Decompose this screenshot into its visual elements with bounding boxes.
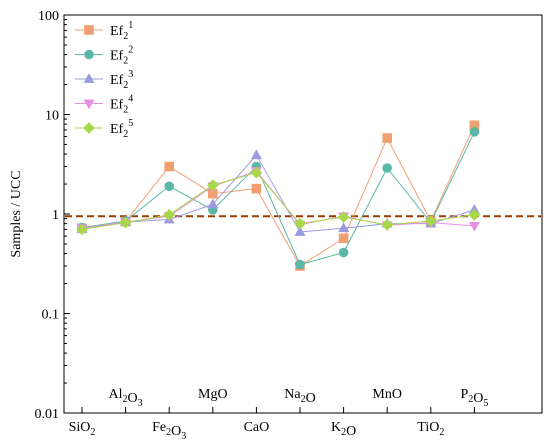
legend-marker-ef2-5: [83, 122, 95, 134]
point-ef2-5-mgo: [206, 179, 219, 191]
x-tick-label-p2o5: P2O5: [460, 387, 488, 409]
point-ef2-5-sio2: [76, 223, 88, 236]
x-tick-label-fe2o3: Fe2O3: [152, 420, 186, 442]
x-tick-label-cao: CaO: [244, 420, 270, 435]
point-ef2-2-p2o5: [469, 127, 480, 137]
x-tick-label-sio2: SiO2: [69, 420, 96, 438]
x-tick-label-mgo: MgO: [198, 387, 228, 402]
y-tick-label-100: 100: [38, 9, 59, 24]
series-ef2-4: [76, 167, 480, 234]
legend-label-ef2-3: Ef23: [110, 69, 133, 91]
point-ef2-5-fe2o3: [163, 209, 176, 221]
x-tick-label-mno: MnO: [372, 387, 402, 402]
point-ef2-1-mno: [382, 133, 393, 143]
point-ef2-2-k2o: [338, 247, 349, 258]
legend-item-ef2-2: Ef22: [75, 45, 133, 67]
legend-marker-ef2-2: [84, 49, 94, 60]
series-ef2-1: [77, 120, 480, 271]
legend-item-ef2-4: Ef24: [75, 94, 133, 116]
point-ef2-2-na2o: [295, 259, 305, 270]
point-ef2-5-cao: [250, 166, 263, 179]
series-layer: [76, 120, 481, 271]
legend-item-ef2-1: Ef21: [75, 20, 133, 42]
series-line-ef2-5: [81, 172, 475, 230]
series-ef2-3: [76, 149, 480, 236]
point-ef2-3-cao: [250, 149, 262, 160]
point-ef2-5-mno: [381, 218, 394, 231]
legend-item-ef2-3: Ef23: [75, 69, 133, 91]
point-ef2-3-k2o: [338, 222, 350, 233]
legend-label-ef2-2: Ef22: [110, 45, 133, 67]
y-tick-label-0-1: 0.1: [42, 308, 60, 323]
point-ef2-5-k2o: [337, 211, 350, 223]
legend-marker-ef2-4: [83, 99, 95, 110]
point-ef2-5-tio2: [424, 215, 437, 227]
legend-label-ef2-1: Ef21: [110, 20, 133, 42]
x-tick-label-tio2: TiO2: [417, 420, 444, 438]
point-ef2-2-fe2o3: [164, 181, 174, 192]
legend-label-ef2-5: Ef25: [110, 118, 133, 140]
point-ef2-5-al2o3: [119, 216, 132, 229]
point-ef2-1-cao: [251, 183, 262, 194]
y-tick-label-0-01: 0.01: [35, 407, 60, 422]
y-axis: 0.01 0.1 1 10 100: [35, 9, 70, 422]
legend-marker-ef2-1: [84, 25, 94, 35]
x-tick-label-k2o: K2O: [331, 420, 356, 439]
series-ef2-5: [76, 166, 481, 236]
point-ef2-5-p2o5: [468, 209, 481, 221]
y-axis-title: Samples / UCC: [9, 170, 24, 257]
legend-label-ef2-4: Ef24: [110, 94, 133, 116]
y-tick-label-1: 1: [52, 208, 59, 223]
x-axis: SiO2 Al2O3 Fe2O3 MgO CaO Na2O K2O MnO TiO2 P2O5: [69, 387, 489, 442]
series-line-ef2-1: [81, 125, 475, 267]
point-ef2-2-mno: [382, 163, 393, 173]
legend-item-ef2-5: Ef25: [75, 118, 133, 140]
x-tick-label-na2o: Na2O: [284, 387, 315, 406]
point-ef2-1-k2o: [338, 233, 349, 244]
point-ef2-1-fe2o3: [164, 161, 174, 172]
point-ef2-3-na2o: [294, 226, 306, 236]
y-tick-label-10: 10: [45, 109, 59, 124]
point-ef2-5-na2o: [294, 217, 306, 230]
legend-marker-ef2-3: [83, 73, 95, 83]
point-ef2-4-p2o5: [468, 221, 480, 232]
series-line-ef2-2: [81, 131, 475, 266]
x-tick-label-al2o3: Al2O3: [109, 387, 143, 409]
point-ef2-3-mgo: [207, 198, 219, 209]
